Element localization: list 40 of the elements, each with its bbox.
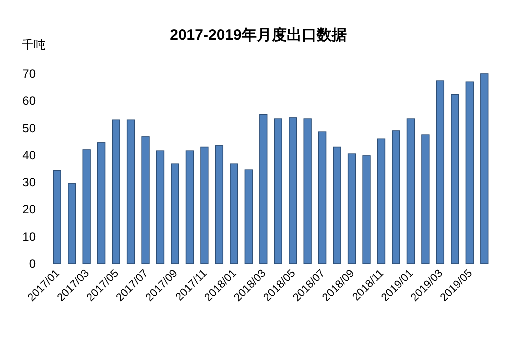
y-tick-label: 50 xyxy=(22,121,36,136)
chart-title: 2017-2019年月度出口数据 xyxy=(170,26,347,44)
y-tick-label: 40 xyxy=(22,148,36,162)
bar xyxy=(68,184,76,264)
bar xyxy=(466,82,474,264)
y-tick-label: 30 xyxy=(22,176,36,190)
bar xyxy=(480,74,489,264)
bar xyxy=(436,80,445,264)
bar xyxy=(304,118,312,264)
bar xyxy=(244,170,253,264)
bar xyxy=(200,146,209,264)
bar xyxy=(171,164,180,264)
y-tick-label: 20 xyxy=(22,202,36,217)
bar xyxy=(142,136,150,264)
bar xyxy=(260,114,268,264)
bar xyxy=(362,156,371,264)
bar xyxy=(348,154,356,264)
bar xyxy=(333,146,342,264)
bar xyxy=(318,132,327,264)
bar xyxy=(156,150,165,264)
y-tick-label: 0 xyxy=(29,257,36,271)
bar xyxy=(377,138,386,264)
bar xyxy=(186,150,194,264)
bar xyxy=(274,118,282,264)
bar xyxy=(289,118,298,264)
bar xyxy=(406,118,416,264)
bar xyxy=(97,142,106,264)
bar xyxy=(230,164,238,264)
bar xyxy=(451,94,460,264)
bar xyxy=(392,130,400,264)
bar xyxy=(422,134,430,264)
y-axis-title: 千吨 xyxy=(22,38,46,52)
bar xyxy=(215,146,224,264)
y-tick-label: 70 xyxy=(22,67,36,81)
bar xyxy=(126,120,136,264)
bar xyxy=(112,120,120,264)
y-tick-label: 60 xyxy=(22,94,36,108)
y-tick-label: 10 xyxy=(22,230,36,244)
bar xyxy=(53,170,62,264)
bar xyxy=(82,150,91,264)
